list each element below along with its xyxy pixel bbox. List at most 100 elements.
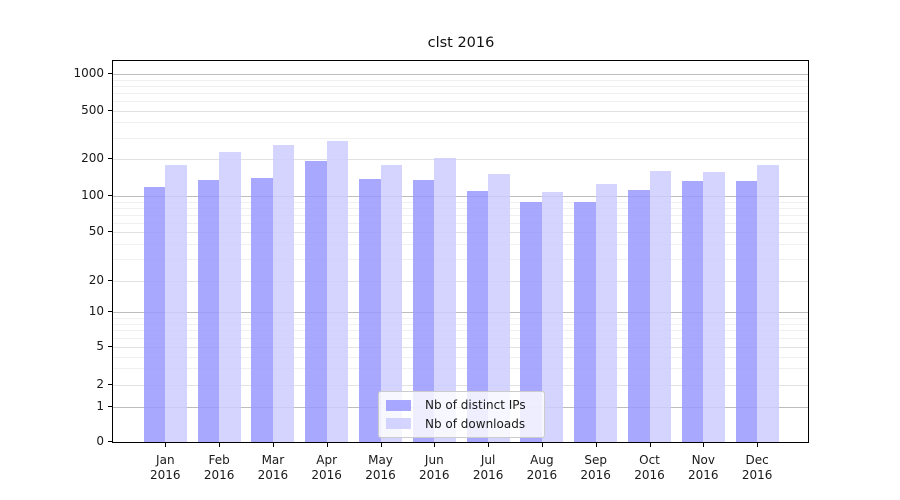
gridline xyxy=(113,207,808,209)
legend-item-downloads: Nb of downloads xyxy=(386,417,537,431)
year-label: 2016 xyxy=(311,468,342,482)
bar-downloads-jan xyxy=(165,165,187,442)
bar-distinct-ips-jan xyxy=(143,186,166,442)
y-tick-label: 5 xyxy=(96,339,104,354)
month-label: Aug xyxy=(530,453,554,467)
month-label: Sep xyxy=(584,453,607,467)
y-tick-mark xyxy=(108,279,112,281)
chart-title: clst 2016 xyxy=(427,35,495,51)
gridline xyxy=(113,79,808,81)
gridline xyxy=(113,330,808,332)
gridline xyxy=(113,100,808,102)
year-label: 2016 xyxy=(688,468,719,482)
gridline xyxy=(113,196,808,198)
gridline xyxy=(113,92,808,94)
gridline xyxy=(113,244,808,245)
ips-swatch-icon xyxy=(386,399,411,411)
bar-downloads-apr xyxy=(326,140,349,442)
x-tick-label-sep: Sep 2016 xyxy=(566,453,626,483)
year-label: 2016 xyxy=(472,468,504,482)
bar-distinct-ips-may xyxy=(359,179,381,442)
year-label: 2016 xyxy=(526,468,558,482)
year-label: 2016 xyxy=(580,468,611,482)
bar-distinct-ips-nov xyxy=(681,181,704,442)
bar-distinct-ips-dec xyxy=(735,181,758,442)
x-tick-mark xyxy=(649,443,651,447)
gridline xyxy=(113,356,808,358)
y-tick-label: 200 xyxy=(81,151,104,166)
plot-area: Nb of distinct IPs Nb of downloads xyxy=(112,60,809,443)
x-tick-label-jul: Jul 2016 xyxy=(458,453,518,483)
y-tick-label: 50 xyxy=(88,224,104,239)
x-tick-mark xyxy=(272,443,274,447)
year-label: 2016 xyxy=(741,468,773,482)
y-tick-mark xyxy=(108,231,112,233)
gridline xyxy=(113,384,808,386)
month-label: Mar xyxy=(261,453,285,467)
y-tick-label: 500 xyxy=(81,102,104,117)
x-tick-label-may: May 2016 xyxy=(351,453,411,483)
gridline xyxy=(113,368,808,370)
y-tick-label: 1 xyxy=(96,398,104,413)
x-tick-label-mar: Mar 2016 xyxy=(243,453,303,483)
month-label: Jan xyxy=(156,453,175,467)
year-label: 2016 xyxy=(419,468,450,482)
gridline xyxy=(113,74,808,75)
y-tick-mark xyxy=(108,158,112,160)
bar-downloads-feb xyxy=(219,152,241,442)
year-label: 2016 xyxy=(634,468,665,482)
x-tick-mark xyxy=(326,443,328,447)
bar-downloads-jul xyxy=(488,173,510,442)
month-label: Oct xyxy=(639,453,660,467)
gridline xyxy=(113,222,808,224)
month-label: Dec xyxy=(745,453,769,467)
y-tick-mark xyxy=(108,441,112,442)
gridline xyxy=(113,317,808,319)
gridline xyxy=(113,110,808,112)
x-tick-mark xyxy=(434,443,436,447)
bar-distinct-ips-oct xyxy=(628,189,650,442)
bar-downloads-aug xyxy=(541,191,564,442)
gridline xyxy=(113,122,808,124)
y-tick-mark xyxy=(108,109,112,111)
x-tick-label-apr: Apr 2016 xyxy=(297,453,357,483)
bar-downloads-nov xyxy=(703,171,725,442)
x-tick-label-oct: Oct 2016 xyxy=(620,453,680,483)
y-tick-mark xyxy=(108,73,112,74)
legend-label-downloads: Nb of downloads xyxy=(425,416,526,431)
gridline xyxy=(113,347,808,349)
gridline xyxy=(113,85,808,87)
bar-downloads-dec xyxy=(757,164,779,442)
gridline xyxy=(113,214,808,216)
y-tick-label: 1000 xyxy=(73,66,104,80)
legend-item-distinct-ips: Nb of distinct IPs xyxy=(386,398,537,412)
bar-downloads-mar xyxy=(272,145,295,442)
bar-downloads-sep xyxy=(595,184,618,442)
y-tick-label: 2 xyxy=(96,376,104,391)
x-tick-label-dec: Dec 2016 xyxy=(727,453,787,483)
y-tick-mark xyxy=(108,195,112,197)
month-label: Jun xyxy=(424,453,444,467)
x-tick-mark xyxy=(595,443,597,447)
x-tick-mark xyxy=(380,443,382,447)
x-tick-mark xyxy=(219,443,221,447)
y-tick-label: 20 xyxy=(88,272,104,287)
bar-distinct-ips-jul xyxy=(466,190,489,442)
x-tick-label-nov: Nov 2016 xyxy=(673,453,733,483)
bar-distinct-ips-feb xyxy=(197,179,220,442)
month-label: Feb xyxy=(208,453,230,467)
y-tick-label: 100 xyxy=(81,188,104,203)
bar-distinct-ips-mar xyxy=(251,177,273,442)
x-tick-label-aug: Aug 2016 xyxy=(512,453,572,483)
x-tick-label-feb: Feb 2016 xyxy=(189,453,249,483)
year-label: 2016 xyxy=(365,468,396,482)
year-label: 2016 xyxy=(257,468,289,482)
bar-downloads-may xyxy=(380,164,402,442)
y-tick-mark xyxy=(108,405,112,407)
bar-distinct-ips-sep xyxy=(574,202,596,442)
y-tick-label: 10 xyxy=(88,304,104,319)
x-tick-label-jun: Jun 2016 xyxy=(404,453,464,483)
bar-distinct-ips-aug xyxy=(520,201,542,442)
gridline xyxy=(113,323,808,325)
gridline xyxy=(113,338,808,340)
